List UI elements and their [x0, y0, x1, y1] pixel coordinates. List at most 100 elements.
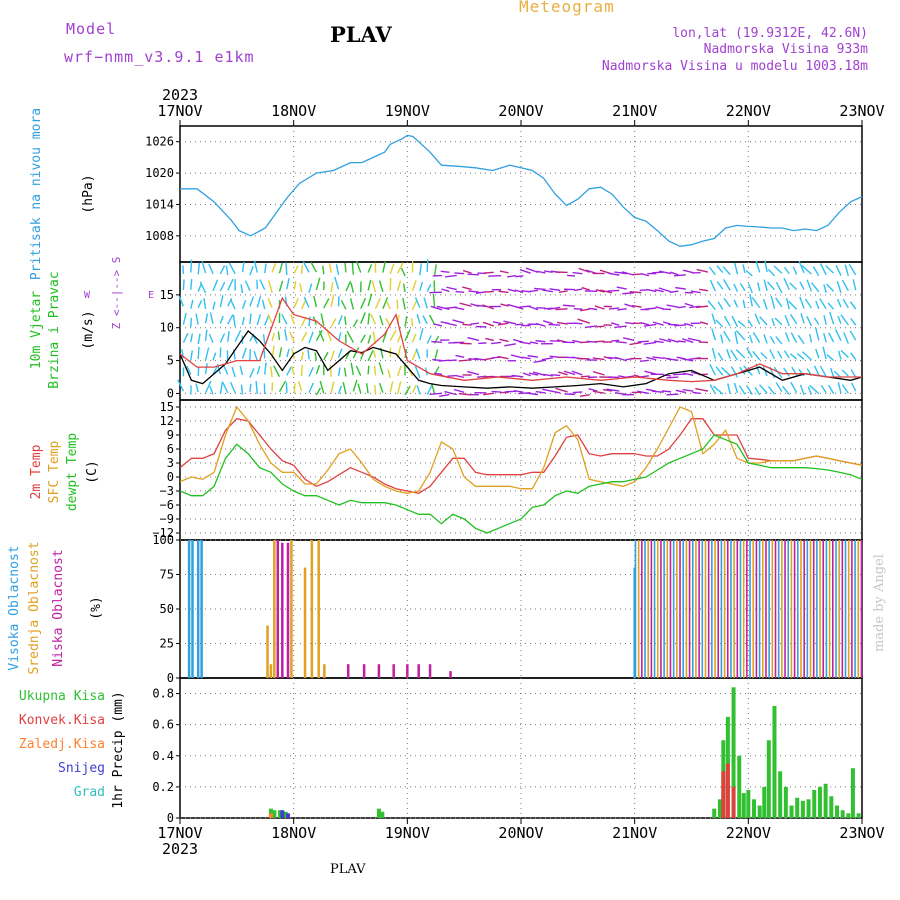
wind-barb — [618, 375, 627, 379]
bar — [717, 540, 720, 678]
wind-barb — [497, 322, 509, 326]
wind-barb — [835, 264, 842, 276]
wind-barb — [315, 364, 321, 375]
wind-barb — [752, 332, 761, 343]
wind-barb — [182, 312, 187, 325]
series-line-temperature-0 — [179, 417, 863, 494]
wind-barb — [360, 334, 366, 344]
wind-barb — [800, 313, 805, 324]
wind-barb — [760, 352, 768, 360]
wind-barb — [727, 383, 731, 394]
wind-barb — [344, 262, 347, 273]
y-tick-label: 15 — [160, 400, 174, 414]
wind-barb — [667, 358, 679, 361]
pressure-unit: (hPa) — [81, 174, 96, 213]
bar — [362, 664, 366, 678]
wind-barb — [792, 266, 798, 275]
wind-barb — [836, 281, 842, 294]
wind-barb — [458, 359, 472, 362]
wind-barb — [525, 267, 539, 274]
bar — [854, 540, 856, 678]
wind-barb — [733, 299, 739, 308]
wind-barb — [640, 322, 650, 326]
wind-barb — [594, 305, 605, 310]
wind-barb — [253, 351, 258, 362]
wind-barb — [653, 340, 664, 344]
wind-barb — [414, 365, 421, 378]
bar — [752, 799, 757, 818]
wind-barb — [749, 334, 753, 344]
wind-barb — [850, 352, 857, 361]
bar — [772, 706, 777, 818]
wind-barb — [709, 279, 717, 292]
wind-barb — [715, 319, 724, 328]
x-tick-label-top: 18NOV — [271, 102, 316, 120]
bar — [800, 800, 805, 818]
wind-barb — [314, 352, 318, 361]
wind-unit: (m/s) — [81, 310, 96, 349]
wind-barb — [241, 347, 247, 359]
y-tick-label: 10 — [160, 321, 174, 335]
wind-barb — [190, 317, 193, 327]
bar — [787, 540, 790, 678]
wind-barb — [367, 279, 372, 291]
wind-barb — [433, 349, 439, 361]
wind-barb — [789, 282, 798, 290]
bar — [758, 540, 761, 678]
wind-ylabel-1: 10m Vjetar — [29, 291, 44, 369]
bar — [731, 687, 736, 818]
wind-barb — [695, 387, 709, 392]
wind-barb — [813, 317, 820, 325]
wind-barb — [536, 270, 546, 274]
wind-barb — [566, 274, 576, 277]
wind-barb — [281, 314, 288, 325]
wind-barb — [286, 348, 290, 358]
wind-barb — [529, 341, 539, 345]
wind-barb — [367, 334, 372, 344]
wind-barb — [267, 298, 273, 309]
wind-barb — [723, 279, 731, 291]
wind-barb — [733, 382, 739, 394]
bar — [187, 540, 191, 678]
wind-barb — [608, 307, 620, 310]
bar — [790, 540, 793, 678]
precip-legend-0: Ukupna Kisa — [19, 689, 105, 704]
bar — [755, 540, 758, 678]
wind-barb — [300, 351, 304, 361]
bar — [803, 540, 805, 678]
wind-barb — [801, 264, 812, 275]
wind-barb — [286, 366, 292, 376]
bar — [726, 540, 729, 678]
bar — [856, 813, 861, 818]
wind-barb — [447, 374, 457, 377]
wind-barb — [615, 340, 627, 344]
wind-barb — [535, 322, 546, 327]
bar — [663, 540, 665, 678]
bar — [669, 540, 672, 678]
bar — [656, 540, 659, 678]
wind-barb — [762, 366, 768, 377]
wind-barb — [784, 332, 790, 342]
bar — [737, 755, 742, 818]
wind-barb — [414, 297, 421, 308]
wind-barb — [730, 349, 739, 361]
wind-barb — [533, 359, 546, 363]
wind-barb — [720, 334, 724, 344]
temp-ylabel-sfc: SFC Temp — [47, 441, 62, 504]
bar — [303, 567, 307, 678]
wind-barb — [350, 282, 355, 293]
wind-barb — [426, 335, 432, 344]
pressure-ylabel: Pritisak na nivou mora — [29, 108, 44, 280]
wind-barb — [731, 315, 739, 328]
x-tick-label-bottom: 18NOV — [271, 824, 316, 842]
wind-barb — [796, 353, 805, 360]
wind-barb — [229, 381, 236, 394]
wind-barb — [389, 329, 397, 341]
wind-barb — [372, 349, 377, 358]
wind-barb — [315, 277, 321, 291]
wind-barb — [768, 386, 776, 395]
wind-barb — [771, 318, 776, 327]
wind-barb — [696, 268, 709, 273]
bar — [835, 540, 837, 678]
wind-barb — [527, 354, 539, 358]
